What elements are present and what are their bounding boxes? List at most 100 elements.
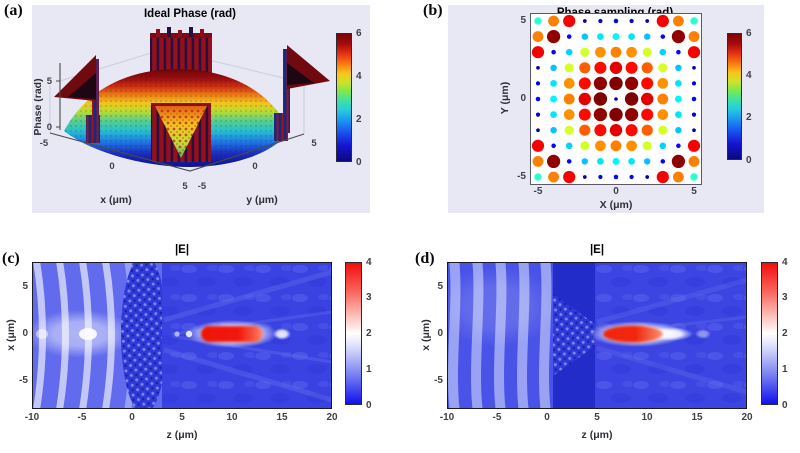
a-z-axis-label: Phase (rad) xyxy=(34,78,44,135)
a-x-axis-label: x (μm) xyxy=(100,194,132,206)
tick-label: 2 xyxy=(782,328,788,339)
phase-sample-dot xyxy=(690,173,698,181)
phase-sample-dot xyxy=(532,31,544,43)
phase-sample-dot xyxy=(641,124,653,136)
phase-sample-dot xyxy=(550,95,558,103)
phase-sample-dot xyxy=(624,76,639,91)
b-colorbar: 6 4 2 0 xyxy=(727,28,752,166)
panel-d-title: |E| xyxy=(589,244,605,256)
phase-sample-dot xyxy=(578,108,591,121)
d-colorbar: 4 3 2 1 0 xyxy=(761,257,788,411)
phase-sampling-scatter xyxy=(531,14,701,184)
phase-sample-dot xyxy=(535,96,541,102)
panel-a-label: (a) xyxy=(4,2,23,19)
tick-label: 4 xyxy=(782,256,788,268)
phase-sample-dot xyxy=(582,19,587,23)
post-focal-lobe xyxy=(695,329,711,339)
tick-label: 2 xyxy=(746,112,752,124)
phase-sample-dot xyxy=(578,77,591,90)
phase-sample-dot xyxy=(535,112,541,117)
tick-label: 5 xyxy=(22,281,28,292)
phase-sample-dot xyxy=(624,92,639,106)
tick-label: 15 xyxy=(691,412,703,423)
phase-sample-dot xyxy=(579,62,591,74)
phase-sample-dot xyxy=(546,154,561,169)
tick-label: 0 xyxy=(782,399,788,411)
phase-sample-dot xyxy=(641,62,653,74)
c-colorbar: 4 3 2 1 0 xyxy=(345,257,372,411)
phase-sample-dot xyxy=(675,64,682,72)
tick-label: 2 xyxy=(356,113,362,125)
phase-sample-dot xyxy=(563,78,575,89)
phase-sample-dot xyxy=(626,140,637,152)
phase-sample-dot xyxy=(531,46,545,59)
phase-sample-dot xyxy=(610,140,622,152)
tick-label: -10 xyxy=(24,412,40,423)
phase-sample-dot xyxy=(563,170,576,184)
phase-sample-dot xyxy=(597,158,604,165)
d-y-axis-label: x (μm) xyxy=(420,319,432,351)
tick-label: 5 xyxy=(437,281,443,292)
phase-sample-dot xyxy=(534,17,542,25)
tick-label: 1 xyxy=(366,363,372,375)
phase-sample-dot xyxy=(593,92,608,106)
tick-label: 6 xyxy=(356,27,362,39)
phase-sample-dot xyxy=(642,141,652,151)
phase-sample-dot xyxy=(548,171,560,183)
panel-c-label: (c) xyxy=(2,250,20,267)
phase-sample-dot xyxy=(641,77,654,90)
tick-label: 0 xyxy=(129,412,135,423)
tick-label: 0 xyxy=(356,156,362,168)
axes-3d xyxy=(49,63,305,172)
phase-sample-dot xyxy=(672,171,684,183)
phase-sample-dot xyxy=(671,154,686,169)
tick-label: 3 xyxy=(366,292,372,304)
phase-sample-dot xyxy=(581,158,589,165)
phase-sample-dot xyxy=(691,81,697,86)
tick-label: 20 xyxy=(741,412,753,423)
phase-sample-dot xyxy=(598,18,603,24)
c-y-axis-label: x (μm) xyxy=(5,319,17,351)
phase-sample-dot xyxy=(659,142,667,150)
a-y-tick-m5: -5 xyxy=(198,181,207,192)
phase-sample-dot xyxy=(566,159,572,164)
tick-label: -10 xyxy=(439,412,455,423)
phase-sample-dot xyxy=(657,93,669,105)
tick-label: 15 xyxy=(276,412,288,423)
phase-sample-dot xyxy=(688,31,700,43)
phase-sample-dot xyxy=(614,97,618,101)
focal-spot xyxy=(201,326,263,342)
phase-sample-dot xyxy=(565,142,573,150)
phase-sample-dot xyxy=(595,46,606,58)
phase-sample-dot xyxy=(532,155,544,167)
phase-sample-dot xyxy=(657,78,669,89)
phase-sample-dot xyxy=(643,158,651,165)
phase-sample-dot xyxy=(645,175,650,179)
a-colorbar: 6 4 2 0 xyxy=(336,28,362,168)
phase-sample-dot xyxy=(628,33,635,40)
tick-label: 0 xyxy=(544,412,550,423)
phase-sample-dot xyxy=(550,111,557,118)
axial-lobe-1 xyxy=(174,331,180,337)
c-colorbar-gradient xyxy=(345,262,362,405)
phase-sample-dot xyxy=(660,159,666,164)
tick-label: 1 xyxy=(782,363,788,375)
tick-label: 4 xyxy=(746,69,752,81)
a-x-tick-5: 5 xyxy=(182,181,188,192)
a-z-tick-5: 5 xyxy=(47,76,53,87)
phase-sample-dot xyxy=(671,29,686,44)
tick-label: 5 xyxy=(179,412,185,423)
phase-sample-dot xyxy=(643,33,651,40)
phase-sample-dot xyxy=(624,107,639,122)
phase-sample-dot xyxy=(675,111,682,118)
phase-sample-dot xyxy=(550,126,557,134)
phase-sample-dot xyxy=(658,63,668,73)
panel-b-label: (b) xyxy=(423,2,443,19)
phase-sample-dot xyxy=(612,157,620,165)
b-colorbar-gradient xyxy=(727,33,742,160)
c-x-axis-label: z (μm) xyxy=(166,429,198,441)
phase-sample-dot xyxy=(676,143,681,149)
surface-plot-3d: 5 0 Phase (rad) -5 0 5 -5 0 5 x (μm) y (… xyxy=(34,27,330,206)
phase-sample-dot xyxy=(692,128,696,133)
phase-sample-dot xyxy=(612,33,620,41)
